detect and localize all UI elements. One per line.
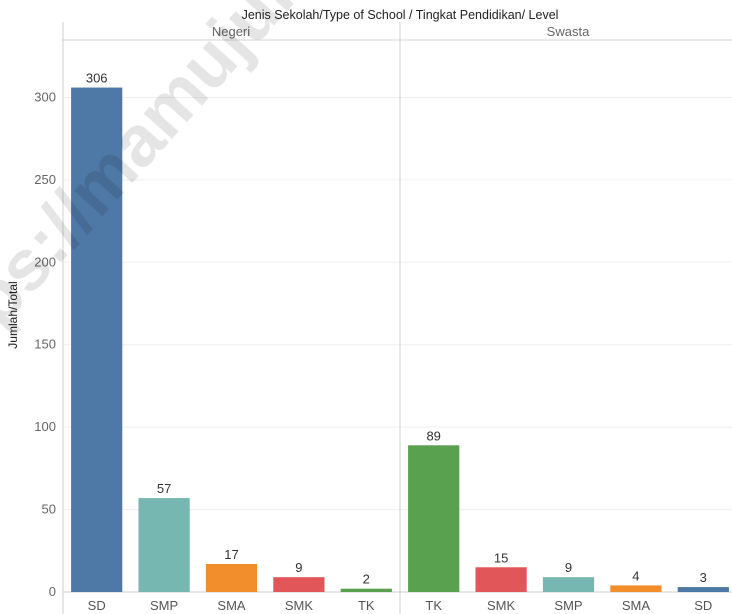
y-tick-label: 50 — [42, 502, 56, 517]
bar-swasta-sd — [677, 587, 729, 592]
y-tick-label: 250 — [34, 172, 56, 187]
category-label: SMP — [554, 598, 582, 613]
grid-layer — [63, 96, 732, 511]
bar-negeri-sd — [71, 87, 123, 593]
category-label: SMK — [487, 598, 516, 613]
y-tick-label: 150 — [34, 337, 56, 352]
bar-negeri-tk — [340, 588, 392, 592]
bar-swasta-smk — [475, 567, 527, 592]
y-tick-label: 300 — [34, 89, 56, 104]
data-label: 57 — [157, 481, 171, 496]
y-tick-labels: 0 50 100 150 200 250 300 — [34, 89, 56, 599]
bars — [71, 87, 729, 593]
panel-label-negeri: Negeri — [212, 24, 250, 39]
y-tick-label: 0 — [49, 584, 56, 599]
data-labels: 306 57 17 9 2 89 15 9 4 3 — [86, 71, 707, 587]
panel-label-swasta: Swasta — [547, 24, 590, 39]
y-tick-label: 200 — [34, 254, 56, 269]
bar-negeri-smp — [138, 498, 190, 592]
data-label: 17 — [224, 547, 238, 562]
bar-negeri-sma — [205, 563, 258, 592]
category-label: SMA — [622, 598, 651, 613]
chart-title: Jenis Sekolah/Type of School / Tingkat P… — [242, 8, 559, 22]
category-label: SMA — [217, 598, 246, 613]
bar-swasta-tk — [408, 445, 460, 592]
category-label: TK — [425, 598, 442, 613]
data-label: 89 — [426, 428, 440, 443]
category-label: SD — [694, 598, 712, 613]
category-label: SMK — [285, 598, 314, 613]
data-label: 4 — [632, 568, 639, 583]
bar-swasta-sma — [610, 585, 662, 592]
category-label: SD — [88, 598, 106, 613]
category-label: SMP — [150, 598, 178, 613]
y-tick-label: 100 — [34, 419, 56, 434]
category-label: TK — [358, 598, 375, 613]
data-label: 306 — [86, 71, 108, 86]
watermark: ps://mamujuka — [0, 0, 350, 341]
bar-negeri-smk — [273, 577, 325, 592]
bar-swasta-smp — [542, 577, 595, 592]
category-labels: SD SMP SMA SMK TK TK SMK SMP SMA SD — [88, 598, 713, 613]
data-label: 9 — [565, 560, 572, 575]
data-label: 3 — [700, 570, 707, 585]
data-label: 9 — [295, 560, 302, 575]
y-axis-label: Jumlah/Total — [6, 281, 20, 348]
data-label: 15 — [494, 550, 508, 565]
data-label: 2 — [363, 572, 370, 587]
